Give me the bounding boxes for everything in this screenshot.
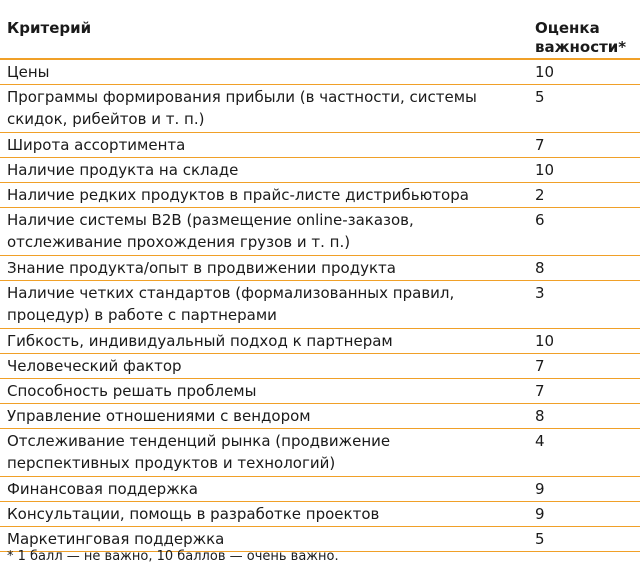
criteria-table: Критерий Оценка важности* Цены 10 Программ… bbox=[0, 0, 640, 552]
table-row: Наличие продукта на складе 10 bbox=[0, 158, 640, 183]
row-criterion: Консультации, помощь в разработке проект… bbox=[7, 505, 380, 523]
table-row: Наличие четких стандартов (формализованн… bbox=[0, 281, 640, 329]
table-row: Широта ассортимента 7 bbox=[0, 133, 640, 158]
table-row: Гибкость, индивидуальный подход к партне… bbox=[0, 329, 640, 354]
table-row: Консультации, помощь в разработке проект… bbox=[0, 502, 640, 527]
table-row: Наличие системы B2B (размещение online-з… bbox=[0, 208, 640, 256]
table-row: Человеческий фактор 7 bbox=[0, 354, 640, 379]
table-row: Цены 10 bbox=[0, 60, 640, 85]
table-row: Наличие редких продуктов в прайс-листе д… bbox=[0, 183, 640, 208]
row-criterion: Цены bbox=[7, 63, 50, 81]
row-score: 10 bbox=[535, 63, 555, 81]
row-score: 5 bbox=[535, 530, 545, 548]
row-criterion: Наличие системы B2B (размещение online-з… bbox=[7, 211, 414, 251]
row-score: 10 bbox=[535, 161, 555, 179]
row-score: 9 bbox=[535, 480, 545, 498]
row-score: 6 bbox=[535, 211, 545, 229]
row-criterion: Маркетинговая поддержка bbox=[7, 530, 225, 548]
table-row: Знание продукта/опыт в продвижении проду… bbox=[0, 256, 640, 281]
row-score: 7 bbox=[535, 382, 545, 400]
row-criterion: Наличие редких продуктов в прайс-листе д… bbox=[7, 186, 469, 204]
row-score: 7 bbox=[535, 136, 545, 154]
table-row: Маркетинговая поддержка 5 bbox=[0, 527, 640, 552]
row-score: 9 bbox=[535, 505, 545, 523]
row-criterion: Способность решать проблемы bbox=[7, 382, 257, 400]
row-criterion: Человеческий фактор bbox=[7, 357, 182, 375]
row-criterion: Финансовая поддержка bbox=[7, 480, 198, 498]
row-score: 2 bbox=[535, 186, 545, 204]
row-score: 8 bbox=[535, 259, 545, 277]
row-criterion: Знание продукта/опыт в продвижении проду… bbox=[7, 259, 396, 277]
header-criterion: Критерий bbox=[7, 19, 92, 37]
table-body: Цены 10 Программы формирования прибыли (в … bbox=[0, 60, 640, 552]
row-score: 4 bbox=[535, 432, 545, 450]
row-criterion: Гибкость, индивидуальный подход к партне… bbox=[7, 332, 393, 350]
row-score: 3 bbox=[535, 284, 545, 302]
row-criterion: Отслеживание тенденций рынка (продвижени… bbox=[7, 432, 391, 472]
table-row: Финансовая поддержка 9 bbox=[0, 477, 640, 502]
row-score: 5 bbox=[535, 88, 545, 106]
row-criterion: Широта ассортимента bbox=[7, 136, 186, 154]
table-row: Способность решать проблемы 7 bbox=[0, 379, 640, 404]
table-header: Критерий Оценка важности* bbox=[0, 0, 640, 60]
row-criterion: Наличие продукта на складе bbox=[7, 161, 239, 179]
row-criterion: Наличие четких стандартов (формализованн… bbox=[7, 284, 455, 324]
table-row: Управление отношениями с вендором 8 bbox=[0, 404, 640, 429]
row-criterion: Управление отношениями с вендором bbox=[7, 407, 311, 425]
table-row: Программы формирования прибыли (в частно… bbox=[0, 85, 640, 133]
table-row: Отслеживание тенденций рынка (продвижени… bbox=[0, 429, 640, 477]
row-score: 10 bbox=[535, 332, 555, 350]
header-score: Оценка важности* bbox=[535, 19, 627, 56]
footnote: * 1 балл — не важно, 10 баллов — очень в… bbox=[7, 549, 339, 564]
row-score: 8 bbox=[535, 407, 545, 425]
row-score: 7 bbox=[535, 357, 545, 375]
row-criterion: Программы формирования прибыли (в частно… bbox=[7, 88, 477, 128]
